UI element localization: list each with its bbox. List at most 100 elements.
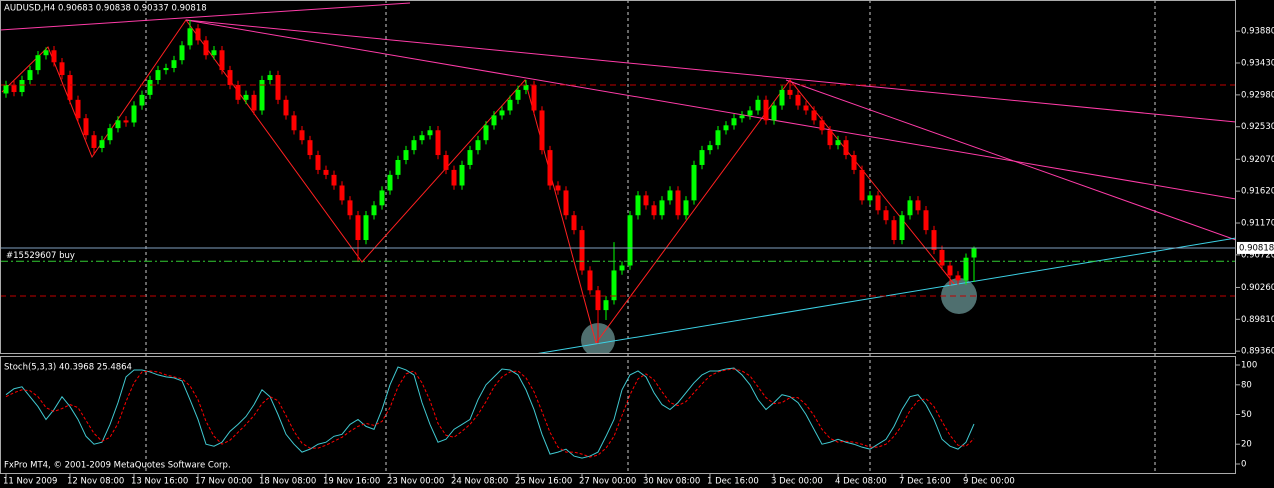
candle-body xyxy=(859,169,865,201)
candle-body xyxy=(771,105,777,121)
candle-body xyxy=(779,89,785,106)
stoch-line xyxy=(5,368,975,458)
candle-body xyxy=(219,50,225,71)
candle-body xyxy=(499,110,505,116)
x-tick-label: 23 Nov 00:00 xyxy=(387,477,444,487)
candle-body xyxy=(963,257,969,281)
candle-body xyxy=(51,50,57,63)
candle-body xyxy=(75,99,81,119)
candle-body xyxy=(443,155,449,170)
candle-body xyxy=(947,265,953,276)
candle-body xyxy=(315,155,321,170)
candle-body xyxy=(235,84,241,100)
axes: 0.93880 0.93430 0.92980 0.92530 0.92070 0.916… xyxy=(3,27,1274,487)
candle-body xyxy=(307,140,313,156)
candle-body xyxy=(27,70,33,81)
candle-body xyxy=(363,215,369,241)
x-tick-label: 1 Dec 16:00 xyxy=(707,477,759,487)
candle-body xyxy=(67,75,73,100)
y-tick-label: 50 xyxy=(1241,410,1252,420)
candle-body xyxy=(675,190,681,216)
candle-body xyxy=(339,185,345,201)
candle-body xyxy=(699,150,705,165)
y-tick-label: 0.91620 xyxy=(1241,187,1274,197)
y-tick-label: 0.91170 xyxy=(1241,219,1274,229)
x-tick-label: 25 Nov 16:00 xyxy=(515,477,572,487)
stoch-frame xyxy=(0,356,1236,474)
drawings xyxy=(0,2,1236,354)
candle-body xyxy=(483,125,489,141)
candle-body xyxy=(563,190,569,216)
candle-body xyxy=(531,84,537,111)
candle-body xyxy=(259,80,265,111)
candle-body xyxy=(107,128,113,141)
candle-body xyxy=(955,275,961,281)
y-tick-label: 0.89360 xyxy=(1241,347,1274,357)
candle-body xyxy=(123,120,129,123)
candle-body xyxy=(875,195,881,211)
x-tick-label: 11 Nov 2009 xyxy=(3,477,57,487)
x-tick-label: 27 Nov 00:00 xyxy=(579,477,636,487)
candle-body xyxy=(187,28,193,46)
bid-label: 0.90818 xyxy=(1239,243,1274,253)
candle-body xyxy=(667,190,673,201)
candle-body xyxy=(851,155,857,170)
candle-body xyxy=(243,94,249,100)
candle-body xyxy=(379,190,385,206)
candle-body xyxy=(795,94,801,106)
x-tick-label: 4 Dec 08:00 xyxy=(835,477,887,487)
x-tick-label: 7 Dec 16:00 xyxy=(899,477,951,487)
x-tick-label: 24 Nov 08:00 xyxy=(451,477,508,487)
candle-body xyxy=(131,105,137,123)
candle-body xyxy=(603,300,609,311)
bid-label-box xyxy=(1237,241,1274,254)
y-tick-label: 0.92530 xyxy=(1241,122,1274,132)
candle-body xyxy=(163,67,169,71)
candle-body xyxy=(659,200,665,216)
candle-body xyxy=(547,150,553,186)
candle-body xyxy=(923,210,929,231)
x-tick-label: 30 Nov 08:00 xyxy=(643,477,700,487)
candle-body xyxy=(147,80,153,95)
candle-body xyxy=(467,150,473,165)
candle-body xyxy=(835,140,841,146)
candle-body xyxy=(819,120,825,131)
candle-body xyxy=(59,62,65,76)
candle-body xyxy=(611,270,617,301)
candle-body xyxy=(419,135,425,141)
stoch-panel xyxy=(5,366,975,459)
candle-body xyxy=(747,110,753,116)
candle-body xyxy=(539,110,545,151)
zigzag xyxy=(1,19,956,345)
candle-body xyxy=(763,99,769,121)
x-tick-label: 18 Nov 08:00 xyxy=(259,477,316,487)
candle-body xyxy=(739,115,745,119)
candle-body xyxy=(203,40,209,56)
candle-body xyxy=(707,145,713,151)
candle-body xyxy=(691,164,697,201)
candle-body xyxy=(355,215,361,241)
x-tick-label: 9 Dec 00:00 xyxy=(963,477,1015,487)
candle-body xyxy=(291,115,297,131)
candle-body xyxy=(19,80,25,93)
candle-body xyxy=(867,195,873,201)
indicator-title: Stoch(5,3,3) 40.3968 25.4864 xyxy=(4,363,132,373)
candle-body xyxy=(915,200,921,211)
candle-body xyxy=(267,75,273,81)
candle-body xyxy=(595,290,601,311)
y-tick-label: 80 xyxy=(1241,380,1252,390)
candle-body xyxy=(587,270,593,291)
candle-body xyxy=(275,75,281,100)
candle-body xyxy=(171,60,177,68)
candle-body xyxy=(43,50,49,56)
candle-body xyxy=(83,118,89,136)
x-tick-label: 13 Nov 16:00 xyxy=(131,477,188,487)
candle-body xyxy=(115,120,121,129)
candle-body xyxy=(435,130,441,156)
candle-body xyxy=(883,210,889,221)
order-label: #15529607 buy xyxy=(6,251,75,261)
y-tick-label: 0.92070 xyxy=(1241,155,1274,165)
candle-body xyxy=(211,50,217,56)
candle-body xyxy=(11,84,17,93)
candle-body xyxy=(395,160,401,175)
